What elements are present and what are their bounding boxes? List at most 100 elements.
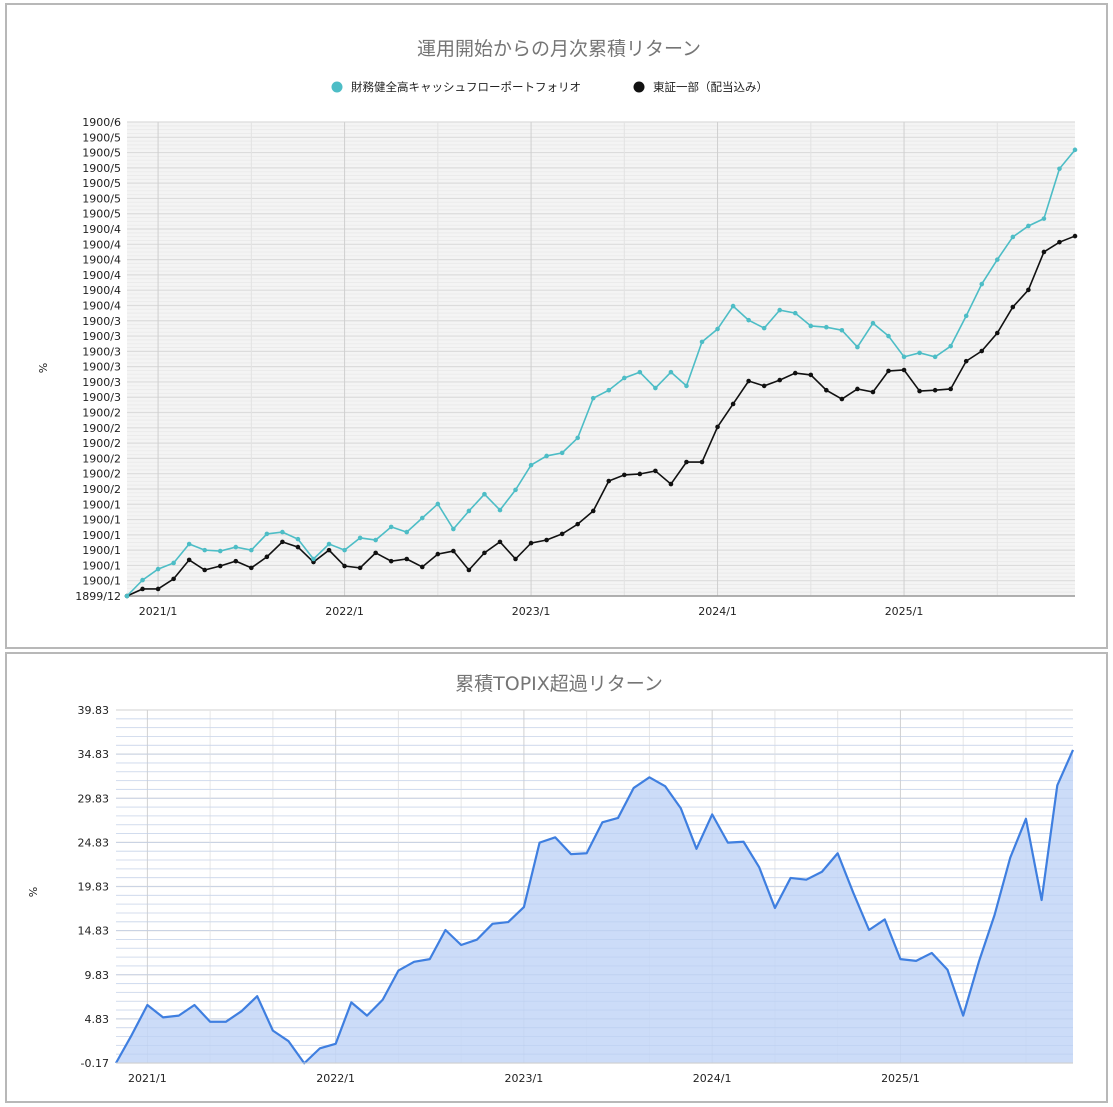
- data-point[interactable]: [559, 531, 565, 537]
- data-point[interactable]: [808, 372, 814, 378]
- data-point[interactable]: [202, 567, 208, 573]
- data-point[interactable]: [357, 535, 363, 541]
- data-point[interactable]: [653, 468, 658, 474]
- data-point[interactable]: [668, 481, 674, 487]
- data-point[interactable]: [435, 501, 441, 507]
- data-point[interactable]: [1057, 166, 1062, 172]
- data-point[interactable]: [901, 367, 907, 373]
- data-point[interactable]: [419, 564, 425, 570]
- data-point[interactable]: [730, 303, 736, 309]
- data-point[interactable]: [761, 325, 767, 331]
- data-point[interactable]: [435, 551, 441, 557]
- data-point[interactable]: [404, 556, 410, 562]
- data-point[interactable]: [233, 544, 239, 550]
- data-point[interactable]: [544, 537, 549, 543]
- data-point[interactable]: [994, 257, 1000, 262]
- data-point[interactable]: [855, 344, 860, 350]
- data-point[interactable]: [451, 548, 456, 554]
- data-point[interactable]: [186, 541, 192, 547]
- data-point[interactable]: [249, 547, 254, 553]
- data-point[interactable]: [311, 556, 316, 562]
- data-point[interactable]: [684, 459, 689, 465]
- data-point[interactable]: [886, 368, 891, 374]
- data-point[interactable]: [948, 343, 953, 349]
- data-point[interactable]: [388, 524, 394, 530]
- data-point[interactable]: [761, 383, 767, 389]
- data-point[interactable]: [373, 550, 378, 556]
- data-point[interactable]: [1010, 304, 1016, 310]
- data-point[interactable]: [466, 567, 472, 573]
- data-point[interactable]: [497, 507, 503, 513]
- data-point[interactable]: [699, 459, 705, 465]
- data-point[interactable]: [979, 348, 985, 354]
- legend-item[interactable]: 東証一部（配当込み）: [633, 80, 769, 94]
- data-point[interactable]: [528, 462, 534, 468]
- data-point[interactable]: [171, 560, 176, 566]
- data-point[interactable]: [1026, 287, 1031, 293]
- data-point[interactable]: [777, 307, 783, 313]
- data-point[interactable]: [932, 387, 938, 393]
- data-point[interactable]: [715, 326, 720, 332]
- data-point[interactable]: [699, 339, 705, 345]
- data-point[interactable]: [1072, 233, 1078, 239]
- data-point[interactable]: [295, 536, 301, 542]
- data-point[interactable]: [730, 401, 736, 407]
- data-point[interactable]: [326, 541, 332, 547]
- data-point[interactable]: [824, 324, 829, 330]
- data-point[interactable]: [186, 557, 192, 563]
- data-point[interactable]: [326, 547, 332, 553]
- data-point[interactable]: [373, 537, 378, 543]
- data-point[interactable]: [839, 396, 845, 402]
- data-point[interactable]: [233, 558, 239, 564]
- data-point[interactable]: [932, 354, 938, 360]
- data-point[interactable]: [715, 424, 720, 430]
- data-point[interactable]: [1041, 216, 1047, 221]
- data-point[interactable]: [668, 369, 674, 375]
- legend-item[interactable]: 財務健全高キャッシュフローポートフォリオ: [331, 80, 582, 94]
- data-point[interactable]: [963, 358, 969, 364]
- data-point[interactable]: [684, 383, 689, 389]
- data-point[interactable]: [901, 354, 907, 360]
- data-point[interactable]: [497, 539, 503, 545]
- data-point[interactable]: [528, 540, 534, 546]
- data-point[interactable]: [855, 386, 860, 392]
- data-point[interactable]: [513, 556, 518, 562]
- data-point[interactable]: [653, 385, 658, 391]
- data-point[interactable]: [513, 487, 518, 493]
- data-point[interactable]: [217, 563, 223, 569]
- data-point[interactable]: [1026, 223, 1031, 229]
- data-point[interactable]: [404, 529, 410, 535]
- data-point[interactable]: [575, 521, 580, 527]
- data-point[interactable]: [1072, 147, 1078, 153]
- data-point[interactable]: [808, 323, 814, 329]
- data-point[interactable]: [544, 453, 549, 459]
- data-point[interactable]: [249, 565, 254, 571]
- data-point[interactable]: [1057, 239, 1062, 245]
- data-point[interactable]: [388, 558, 394, 564]
- data-point[interactable]: [917, 388, 922, 394]
- data-point[interactable]: [777, 377, 783, 383]
- data-point[interactable]: [622, 375, 627, 381]
- data-point[interactable]: [637, 369, 643, 375]
- data-point[interactable]: [124, 593, 130, 599]
- data-point[interactable]: [280, 539, 285, 545]
- data-point[interactable]: [824, 387, 829, 393]
- data-point[interactable]: [886, 333, 891, 339]
- data-point[interactable]: [451, 526, 456, 532]
- data-point[interactable]: [1041, 249, 1047, 255]
- data-point[interactable]: [342, 547, 347, 553]
- data-point[interactable]: [979, 281, 985, 287]
- data-point[interactable]: [622, 472, 627, 478]
- data-point[interactable]: [482, 550, 487, 556]
- data-point[interactable]: [590, 508, 596, 514]
- data-point[interactable]: [870, 389, 876, 395]
- data-point[interactable]: [482, 491, 487, 497]
- data-point[interactable]: [746, 378, 751, 384]
- data-point[interactable]: [917, 350, 922, 356]
- data-point[interactable]: [357, 565, 363, 571]
- data-point[interactable]: [155, 586, 161, 592]
- data-point[interactable]: [217, 548, 223, 554]
- data-point[interactable]: [994, 330, 1000, 336]
- data-point[interactable]: [295, 544, 301, 550]
- data-point[interactable]: [280, 529, 285, 535]
